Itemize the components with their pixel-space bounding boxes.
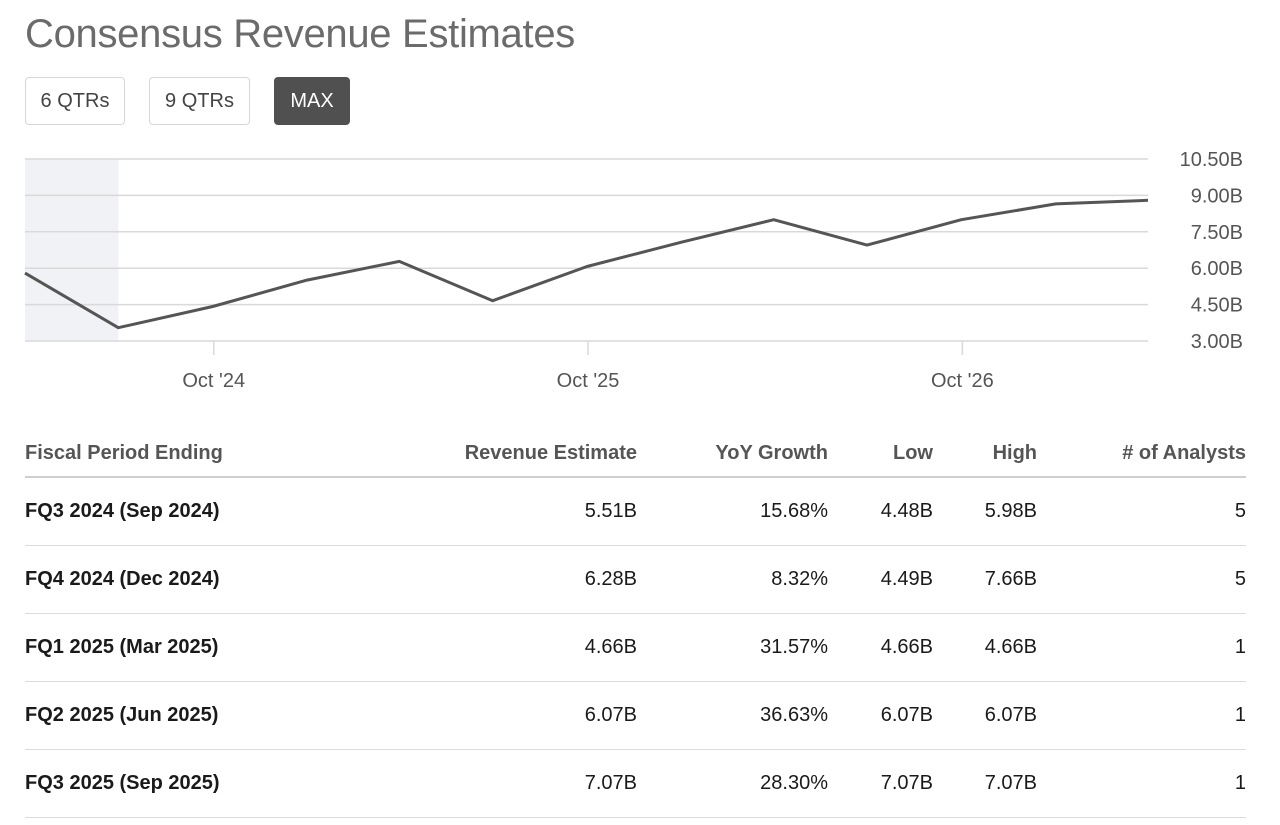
header-analysts[interactable]: # of Analysts <box>1037 430 1246 478</box>
revenue-line-chart: 10.50B 9.00B 7.50B 6.00B 4.50B 3.00B Oct '24 Oc… <box>24 149 1243 392</box>
cell-fiscal-period: FQ3 2025 (Sep 2025) <box>25 749 325 818</box>
y-tick-label: 9.00B <box>1191 185 1243 207</box>
cell-fiscal-period: FQ3 2024 (Sep 2024) <box>25 477 325 546</box>
y-tick-label: 6.00B <box>1191 258 1243 280</box>
x-tick-label: Oct '25 <box>557 370 620 392</box>
table-row: FQ3 2025 (Sep 2025) 7.07B 28.30% 7.07B 7… <box>25 749 1246 818</box>
y-tick-label: 7.50B <box>1191 222 1243 244</box>
cell-high: 7.07B <box>933 749 1037 818</box>
cell-analysts: 1 <box>1037 613 1246 682</box>
x-tick-label: Oct '26 <box>931 370 994 392</box>
cell-analysts: 5 <box>1037 545 1246 614</box>
cell-fiscal-period: FQ4 2024 (Dec 2024) <box>25 545 325 614</box>
header-revenue-estimate[interactable]: Revenue Estimate <box>325 430 637 478</box>
cell-analysts: 5 <box>1037 477 1246 546</box>
cell-revenue-estimate: 5.51B <box>325 477 637 546</box>
header-fiscal-period[interactable]: Fiscal Period Ending <box>25 430 325 478</box>
cell-analysts: 1 <box>1037 749 1246 818</box>
cell-revenue-estimate: 6.07B <box>325 681 637 750</box>
cell-high: 4.66B <box>933 613 1037 682</box>
cell-yoy-growth: 15.68% <box>637 477 828 546</box>
cell-yoy-growth: 8.32% <box>637 545 828 614</box>
cell-low: 4.49B <box>828 545 933 614</box>
header-yoy-growth[interactable]: YoY Growth <box>637 430 828 478</box>
revenue-series-line <box>24 198 1149 330</box>
cell-revenue-estimate: 6.28B <box>325 545 637 614</box>
cell-low: 4.66B <box>828 613 933 682</box>
cell-yoy-growth: 36.63% <box>637 681 828 750</box>
cell-low: 7.07B <box>828 749 933 818</box>
table-row: FQ2 2025 (Jun 2025) 6.07B 36.63% 6.07B 6… <box>25 681 1246 750</box>
cell-fiscal-period: FQ1 2025 (Mar 2025) <box>25 613 325 682</box>
header-high[interactable]: High <box>933 430 1037 478</box>
page-title: Consensus Revenue Estimates <box>25 12 575 56</box>
cell-low: 6.07B <box>828 681 933 750</box>
cell-yoy-growth: 28.30% <box>637 749 828 818</box>
cell-high: 7.66B <box>933 545 1037 614</box>
table-row: FQ1 2025 (Mar 2025) 4.66B 31.57% 4.66B 4… <box>25 613 1246 682</box>
table-row: FQ3 2024 (Sep 2024) 5.51B 15.68% 4.48B 5… <box>25 477 1246 546</box>
range-9-qtrs-button[interactable]: 9 QTRs <box>149 77 250 125</box>
y-tick-label: 3.00B <box>1191 331 1243 353</box>
range-max-button[interactable]: MAX <box>274 77 350 125</box>
header-low[interactable]: Low <box>828 430 933 478</box>
cell-high: 6.07B <box>933 681 1037 750</box>
cell-revenue-estimate: 7.07B <box>325 749 637 818</box>
cell-low: 4.48B <box>828 477 933 546</box>
y-tick-label: 10.50B <box>1180 149 1243 171</box>
cell-high: 5.98B <box>933 477 1037 546</box>
range-6-qtrs-button[interactable]: 6 QTRs <box>25 77 125 125</box>
y-tick-label: 4.50B <box>1191 295 1243 317</box>
historical-shade <box>25 159 119 341</box>
table-row: FQ4 2024 (Dec 2024) 6.28B 8.32% 4.49B 7.… <box>25 545 1246 614</box>
cell-revenue-estimate: 4.66B <box>325 613 637 682</box>
cell-analysts: 1 <box>1037 681 1246 750</box>
estimates-table: Fiscal Period Ending Revenue Estimate Yo… <box>25 430 1246 818</box>
x-tick-label: Oct '24 <box>182 370 245 392</box>
cell-fiscal-period: FQ2 2025 (Jun 2025) <box>25 681 325 750</box>
table-header-row: Fiscal Period Ending Revenue Estimate Yo… <box>25 430 1246 478</box>
cell-yoy-growth: 31.57% <box>637 613 828 682</box>
